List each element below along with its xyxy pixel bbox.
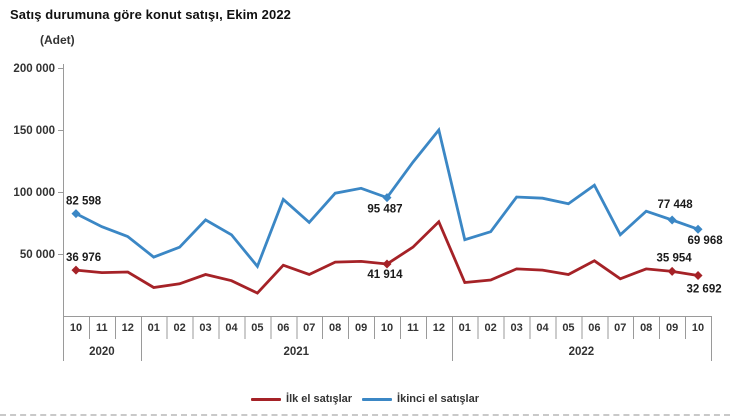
data-point-marker: [382, 193, 392, 203]
month-label: 09: [355, 322, 367, 334]
data-point-marker: [71, 265, 81, 275]
unit-label: (Adet): [40, 33, 75, 47]
month-label: 07: [614, 322, 626, 334]
page-bottom-divider: [0, 414, 730, 416]
month-label: 11: [407, 322, 419, 334]
month-label: 03: [199, 322, 211, 334]
month-label: 12: [433, 322, 445, 334]
month-label: 06: [588, 322, 600, 334]
y-tick-label: 100 000: [13, 187, 55, 199]
month-label: 07: [303, 322, 315, 334]
month-label: 10: [692, 322, 704, 334]
month-label: 12: [122, 322, 134, 334]
legend-item-first-hand: İlk el satışlar: [251, 393, 352, 405]
data-point-marker: [667, 215, 677, 225]
month-label: 01: [459, 322, 471, 334]
month-label: 01: [148, 322, 160, 334]
year-label: 2021: [283, 346, 309, 358]
data-label: 95 487: [367, 204, 402, 216]
data-label: 36 976: [66, 252, 101, 264]
data-label: 41 914: [367, 269, 403, 281]
month-label: 09: [666, 322, 678, 334]
month-label: 10: [381, 322, 393, 334]
chart-title: Satış durumuna göre konut satışı, Ekim 2…: [10, 7, 291, 22]
legend-item-second-hand: İkinci el satışlar: [362, 393, 479, 405]
month-label: 08: [640, 322, 652, 334]
chart-canvas: 50 000 100 000 150 000 200 000 10 11 12 01 02 03 0…: [13, 63, 723, 361]
month-label: 10: [70, 322, 82, 334]
month-label: 04: [536, 322, 549, 334]
month-label: 05: [562, 322, 574, 334]
legend-label: İkinci el satışlar: [397, 393, 479, 405]
chart-legend: İlk el satışlar İkinci el satışlar: [251, 393, 479, 405]
y-tick-label: 150 000: [13, 125, 55, 137]
data-label: 77 448: [658, 199, 694, 211]
y-tick-label: 50 000: [20, 249, 55, 261]
month-label: 06: [277, 322, 289, 334]
data-point-marker: [71, 209, 81, 219]
first-hand-line-swatch: [251, 397, 282, 401]
month-label: 11: [96, 322, 108, 334]
year-label: 2020: [89, 346, 115, 358]
month-label: 03: [510, 322, 522, 334]
data-point-marker: [693, 224, 703, 234]
month-label: 05: [251, 322, 263, 334]
month-label: 04: [225, 322, 238, 334]
series-line-first-hand: [74, 219, 700, 295]
data-label: 82 598: [66, 196, 102, 208]
month-label: 02: [174, 322, 186, 334]
data-label: 32 692: [686, 283, 721, 295]
legend-label: İlk el satışlar: [286, 393, 353, 405]
data-point-marker: [693, 270, 703, 280]
month-label: 08: [329, 322, 341, 334]
data-point-marker: [667, 266, 677, 276]
y-tick-label: 200 000: [13, 63, 55, 75]
data-point-marker: [382, 259, 392, 269]
month-label: 02: [485, 322, 497, 334]
year-label: 2022: [569, 346, 595, 358]
data-label: 69 968: [687, 235, 723, 247]
second-hand-line-swatch: [362, 397, 393, 401]
data-label: 35 954: [657, 252, 693, 264]
